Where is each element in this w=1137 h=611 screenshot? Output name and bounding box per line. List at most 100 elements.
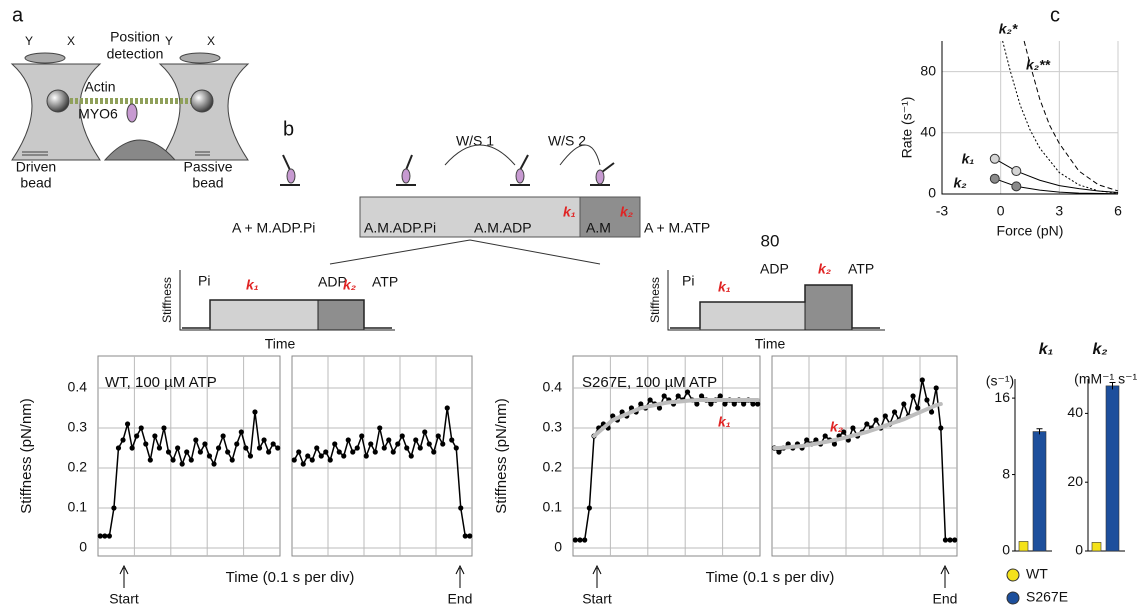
bar [1032, 431, 1047, 552]
trace-point [211, 461, 217, 467]
series-line [1023, 40, 1119, 192]
arrow [22, 151, 48, 156]
chart-label: WT, 100 µM ATP [105, 374, 217, 391]
y-tick-label: 8 [1002, 465, 1010, 481]
trace-point [202, 441, 208, 447]
trace-point [741, 401, 747, 407]
y-tick-label: 20 [1067, 473, 1083, 489]
trace-point [804, 437, 810, 443]
y-tick-label: 0.2 [543, 459, 563, 475]
point [1011, 181, 1022, 192]
trace-point [296, 449, 302, 455]
trace-point [106, 533, 112, 539]
trace-point [381, 445, 387, 451]
head [595, 169, 605, 185]
step: W/S 2 [548, 133, 586, 149]
trace-point [175, 445, 181, 451]
trace-point [933, 385, 939, 391]
step-trace [670, 284, 880, 329]
trace-point [399, 433, 405, 439]
trace-point [318, 453, 324, 459]
trace-point [675, 393, 681, 399]
series-label: k₂* [999, 21, 1018, 37]
trace-point [143, 441, 149, 447]
y-tick-label: 0 [79, 539, 87, 555]
y-label: Stiffness (pN/nm) [18, 398, 35, 514]
y-tick-label: 0.1 [543, 499, 563, 515]
event: Pi [682, 273, 694, 289]
trace-point [919, 377, 925, 383]
trace-point [647, 397, 653, 403]
marker-arrow [940, 564, 950, 588]
trace-point [156, 445, 163, 451]
marker-arrow [455, 564, 465, 588]
bar [1105, 385, 1120, 552]
y-tick-label: 80 [920, 62, 936, 78]
rate: k₂ [818, 261, 831, 277]
detector [179, 52, 221, 64]
panel-frame [291, 355, 473, 557]
x-tick-label: 3 [1055, 203, 1063, 219]
x-label: Time [265, 336, 296, 352]
step-dark [317, 299, 365, 331]
x-label: Time (0.1 s per div) [226, 569, 355, 586]
y-tick-label: 16 [994, 389, 1010, 405]
trace-point [408, 453, 414, 459]
y-tick-label: 0.4 [68, 379, 88, 395]
lever [601, 162, 615, 173]
rate: k₂ [620, 204, 633, 220]
trace-point [111, 505, 117, 511]
trace-point [124, 421, 131, 427]
trace-point [179, 461, 185, 467]
x-label: Time [755, 336, 786, 352]
trace-point [327, 457, 333, 463]
trace-point [102, 533, 108, 539]
fit-line [772, 402, 943, 450]
trace-point [924, 397, 930, 403]
trace-point [694, 401, 700, 407]
series-label: k₂** [1026, 57, 1051, 73]
event: ATP [372, 274, 398, 290]
trace-point [229, 457, 235, 463]
step-arrow [444, 144, 601, 166]
passive-bead [190, 89, 214, 113]
label: Driven [16, 159, 56, 175]
step-dark [804, 284, 853, 331]
y-tick-label: 0.3 [543, 419, 563, 435]
trace-point [572, 537, 578, 543]
trace-point [363, 453, 369, 459]
myosin [126, 103, 138, 123]
driven-bead [46, 89, 70, 113]
marker-label: End [933, 591, 958, 607]
y-tick-label: 0.1 [68, 499, 88, 515]
y-tick-label: 0 [1002, 542, 1010, 558]
rate: k₁ [718, 279, 731, 295]
chart-label: S267E, 100 µM ATP [582, 374, 717, 391]
state: A + M.ATP [644, 220, 710, 236]
fit-label: k₂ [830, 419, 843, 435]
link-arrow [329, 239, 601, 265]
trace-point [266, 449, 272, 455]
event: ADP [318, 274, 347, 290]
trace-point [708, 401, 714, 407]
trace-point [873, 417, 879, 423]
trace-point [291, 457, 297, 463]
trace-point [422, 429, 428, 435]
pedestal [103, 139, 177, 161]
trace-point [901, 401, 907, 407]
trace-point [440, 441, 446, 447]
state: A.M.ADP [474, 220, 532, 236]
trace-point [341, 453, 347, 459]
fit-line [592, 398, 760, 438]
trace-point [928, 409, 935, 415]
trace-point [722, 401, 728, 407]
point [989, 153, 1000, 164]
trace-point [467, 533, 473, 539]
marker-arrow [119, 564, 129, 588]
trace-point [449, 437, 455, 443]
trace-point [377, 425, 383, 431]
trace-point [247, 453, 254, 459]
series-label: k₂ [953, 175, 966, 191]
trace-point [234, 441, 240, 447]
panel-frame [572, 355, 761, 557]
